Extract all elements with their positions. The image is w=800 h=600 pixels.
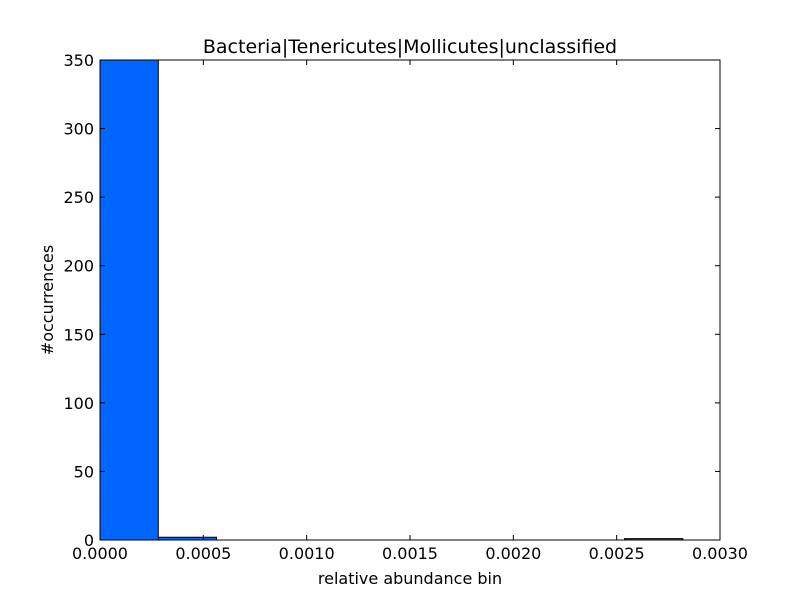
x-tick-label: 0.0020: [485, 544, 541, 563]
x-tick-label: 0.0025: [589, 544, 645, 563]
histogram-bar-0: [99, 59, 159, 541]
y-tick-label: 250: [63, 188, 94, 207]
x-tick-label: 0.0000: [72, 544, 128, 563]
x-tick-label: 0.0030: [692, 544, 748, 563]
y-axis-label: #occurrences: [38, 245, 57, 355]
x-tick-label: 0.0010: [279, 544, 335, 563]
chart-title: Bacteria|Tenericutes|Mollicutes|unclassi…: [203, 36, 617, 58]
bars-group: [99, 59, 684, 541]
y-tick-label: 200: [63, 257, 94, 276]
x-tick-label: 0.0005: [175, 544, 231, 563]
y-tick-label: 150: [63, 325, 94, 344]
y-tick-label: 350: [63, 51, 94, 70]
ticks-group: 0.0000 0.0005 0.0010 0.0015 0.0020 0.0025 0.00…: [63, 51, 748, 563]
y-tick-label: 50: [74, 462, 94, 481]
x-axis-label: relative abundance bin: [318, 569, 502, 588]
x-tick-label: 0.0015: [382, 544, 438, 563]
y-tick-label: 0: [84, 531, 94, 550]
y-tick-label: 100: [63, 394, 94, 413]
plot-frame: [99, 59, 721, 541]
y-tick-label: 300: [63, 120, 94, 139]
